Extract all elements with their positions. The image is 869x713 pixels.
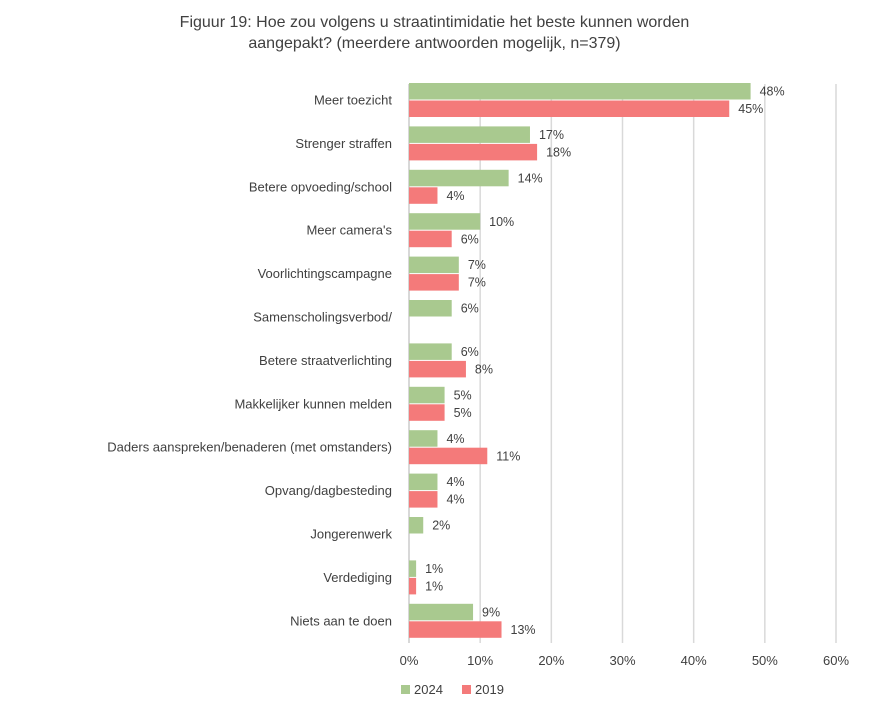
legend-swatch-2024 (401, 685, 410, 694)
bar-2019 (409, 230, 452, 248)
bar-2019 (409, 274, 459, 291)
x-tick-label: 0% (400, 653, 419, 668)
data-label-2024: 7% (468, 258, 486, 272)
category-label: Strenger straffen (295, 136, 392, 151)
bar-2024 (409, 300, 452, 317)
data-label-2019: 8% (475, 362, 493, 376)
bar-2024 (409, 473, 438, 491)
x-tick-label: 20% (538, 653, 564, 668)
category-label: Betere opvoeding/school (249, 179, 392, 194)
x-tick-label: 40% (681, 653, 707, 668)
bar-2024 (409, 603, 474, 621)
category-label: Niets aan te doen (290, 613, 392, 628)
data-label-2024: 9% (482, 605, 500, 619)
data-label-2024: 2% (432, 519, 450, 533)
x-tick-label: 50% (752, 653, 778, 668)
data-label-2019: 7% (468, 276, 486, 290)
data-label-2024: 6% (461, 302, 479, 316)
data-labels: 48%45%17%18%14%4%10%6%7%7%6%6%8%5%5%4%11… (425, 85, 785, 637)
data-label-2024: 1% (425, 562, 443, 576)
bar-2024 (409, 560, 417, 577)
x-tick-label: 60% (823, 653, 849, 668)
x-axis-ticks: 0% 10% 20% 30% 40% 50% 60% (400, 653, 850, 668)
data-label-2019: 4% (446, 493, 464, 507)
category-labels: Meer toezicht Strenger straffen Betere opv… (107, 93, 392, 629)
bar-2024 (409, 213, 481, 230)
category-label: Betere straatverlichting (259, 353, 392, 368)
bar-2024 (409, 256, 459, 274)
bar-2024 (409, 169, 509, 187)
bar-2024 (409, 83, 751, 100)
data-label-2019: 45% (738, 102, 763, 116)
data-label-2024: 48% (760, 85, 785, 99)
bar-2019 (409, 404, 445, 421)
bars (409, 83, 751, 638)
legend-label-2024: 2024 (414, 682, 443, 697)
category-label: Daders aanspreken/benaderen (met omstand… (107, 440, 392, 455)
bar-2024 (409, 517, 424, 534)
bar-2019 (409, 447, 488, 465)
data-label-2024: 10% (489, 215, 514, 229)
data-label-2024: 4% (446, 475, 464, 489)
bar-2019 (409, 621, 502, 638)
category-label: Meer camera's (306, 223, 392, 238)
bar-2019 (409, 360, 466, 378)
data-label-2024: 4% (446, 432, 464, 446)
legend-label-2019: 2019 (475, 682, 504, 697)
x-tick-label: 10% (467, 653, 493, 668)
category-label: Makkelijker kunnen melden (234, 396, 392, 411)
data-label-2024: 17% (539, 128, 564, 142)
gridlines (408, 84, 837, 643)
bar-2019 (409, 187, 438, 204)
category-label: Meer toezicht (314, 93, 392, 108)
category-label: Jongerenwerk (310, 527, 392, 542)
chart-title-line-2: aangepakt? (meerdere antwoorden mogelijk… (248, 35, 621, 52)
x-tick-label: 30% (609, 653, 635, 668)
category-label: Voorlichtingscampagne (258, 266, 392, 281)
bar-2024 (409, 343, 452, 360)
chart-title: Figuur 19: Hoe zou volgens u straatintim… (0, 12, 869, 54)
category-label: Opvang/dagbesteding (265, 483, 392, 498)
data-label-2019: 18% (546, 145, 571, 159)
data-label-2019: 1% (425, 579, 443, 593)
bar-2019 (409, 100, 730, 117)
data-label-2024: 14% (518, 171, 543, 185)
data-label-2024: 6% (461, 345, 479, 359)
legend: 2024 2019 (401, 682, 504, 697)
category-label: Verdediging (323, 570, 392, 585)
category-label: Samenscholingsverbod/ (253, 310, 392, 325)
bar-2019 (409, 143, 538, 161)
bar-2019 (409, 491, 438, 508)
bar-2024 (409, 430, 438, 447)
bar-2019 (409, 577, 417, 595)
data-label-2019: 11% (496, 449, 520, 463)
legend-swatch-2019 (462, 685, 471, 694)
data-label-2019: 13% (511, 623, 536, 637)
bar-2024 (409, 386, 445, 404)
data-label-2019: 4% (446, 189, 464, 203)
chart-title-line-1: Figuur 19: Hoe zou volgens u straatintim… (179, 14, 690, 31)
data-label-2024: 5% (454, 388, 472, 402)
bar-2024 (409, 126, 530, 143)
data-label-2019: 6% (461, 232, 479, 246)
data-label-2019: 5% (454, 406, 472, 420)
